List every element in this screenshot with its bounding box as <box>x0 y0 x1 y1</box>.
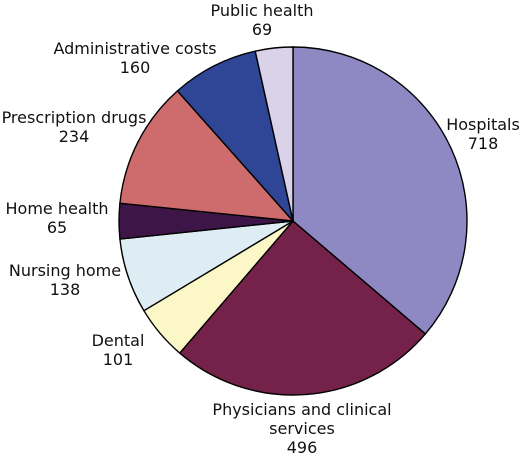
slice-value: 160 <box>120 58 151 77</box>
slice-label-line: Home health <box>6 199 109 218</box>
slice-label-physicians-and-clinical-services: Physicians and clinical services 496 <box>212 400 391 457</box>
slice-label-dental: Dental 101 <box>92 331 145 369</box>
pie-slices <box>118 46 468 396</box>
slice-value: 69 <box>252 20 272 39</box>
slice-value: 101 <box>103 350 134 369</box>
slice-label-nursing-home: Nursing home 138 <box>9 261 121 299</box>
slice-label-line: Administrative costs <box>53 39 216 58</box>
slice-label-line: Public health <box>210 1 313 20</box>
slice-value: 496 <box>287 438 318 457</box>
slice-label-line: Prescription drugs <box>2 108 147 127</box>
slice-hospitals <box>292 46 468 335</box>
slice-value: 234 <box>59 127 90 146</box>
slice-value: 65 <box>47 218 67 237</box>
slice-label-hospitals: Hospitals 718 <box>446 115 520 153</box>
slice-value: 138 <box>50 280 81 299</box>
slice-public-health <box>254 46 294 222</box>
slice-label-administrative-costs: Administrative costs 160 <box>53 39 216 77</box>
slice-label-line: Hospitals <box>446 115 520 134</box>
slice-label-home-health: Home health 65 <box>6 199 109 237</box>
slice-label-line: services <box>269 419 335 438</box>
slice-label-public-health: Public health 69 <box>210 1 313 39</box>
slice-label-line: Nursing home <box>9 261 121 280</box>
slice-value: 718 <box>468 134 499 153</box>
slice-label-prescription-drugs: Prescription drugs 234 <box>2 108 147 146</box>
slice-label-line: Dental <box>92 331 145 350</box>
slice-label-line: Physicians and clinical <box>212 400 391 419</box>
slice-prescription-drugs <box>119 89 295 222</box>
slice-physicians-and-clinical-services <box>178 220 427 396</box>
